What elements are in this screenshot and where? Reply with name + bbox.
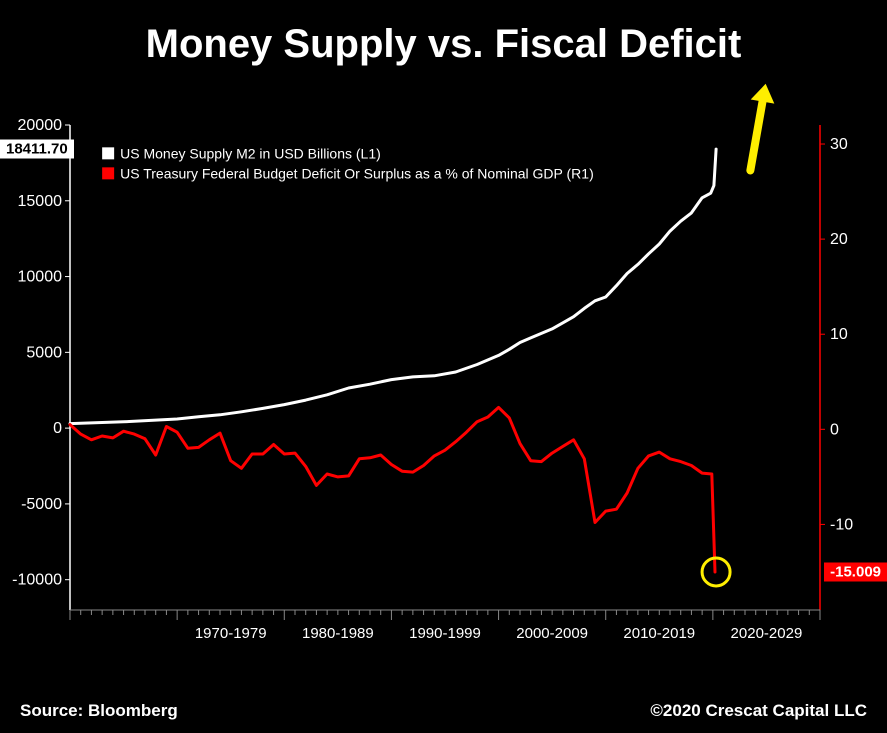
left-axis-marker: 18411.70 xyxy=(0,140,74,159)
x-tick-label: 1990-1999 xyxy=(409,625,481,642)
footer: Source: Bloomberg ©2020 Crescat Capital … xyxy=(20,701,867,721)
left-tick-label: -10000 xyxy=(12,572,62,589)
right-tick-label: 0 xyxy=(830,421,839,438)
page-root: Money Supply vs. Fiscal Deficit -10000-5… xyxy=(0,0,887,733)
left-tick-label: 10000 xyxy=(18,269,63,286)
chart-container: -10000-500005000100001500020000-10010203… xyxy=(60,120,830,660)
x-tick-label: 2000-2009 xyxy=(516,625,588,642)
chart-svg: -10000-500005000100001500020000-10010203… xyxy=(60,120,830,660)
legend-swatch xyxy=(102,167,114,179)
left-tick-label: 5000 xyxy=(26,344,62,361)
left-tick-label: 0 xyxy=(53,420,62,437)
footer-copyright: ©2020 Crescat Capital LLC xyxy=(650,701,867,721)
legend-label: US Treasury Federal Budget Deficit Or Su… xyxy=(120,165,594,181)
x-tick-label: 1970-1979 xyxy=(195,625,267,642)
left-tick-label: 15000 xyxy=(18,193,63,210)
x-tick-label: 2020-2029 xyxy=(731,625,803,642)
left-tick-label: 20000 xyxy=(18,117,63,134)
right-tick-label: 20 xyxy=(830,231,848,248)
legend-label: US Money Supply M2 in USD Billions (L1) xyxy=(120,145,381,161)
right-tick-label: 30 xyxy=(830,136,848,153)
arrow-head-icon xyxy=(751,84,775,104)
footer-source: Source: Bloomberg xyxy=(20,701,178,721)
x-tick-label: 1980-1989 xyxy=(302,625,374,642)
chart-title: Money Supply vs. Fiscal Deficit xyxy=(0,22,887,67)
right-tick-label: 10 xyxy=(830,326,848,343)
left-tick-label: -5000 xyxy=(21,496,62,513)
right-axis-marker: -15.009 xyxy=(824,563,887,582)
right-tick-label: -10 xyxy=(830,516,853,533)
x-tick-label: 2010-2019 xyxy=(623,625,695,642)
legend-swatch xyxy=(102,147,114,159)
